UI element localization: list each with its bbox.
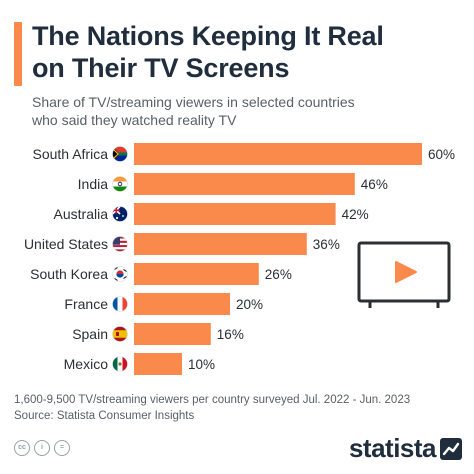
flag-icon <box>112 236 128 252</box>
bar-row: Australia 42% <box>54 203 369 225</box>
flag-icon <box>112 176 128 192</box>
chart-title: The Nations Keeping It Real on Their TV … <box>32 20 462 84</box>
bar-row: United States 36% <box>24 233 340 255</box>
value-label: 36% <box>313 237 340 252</box>
value-label: 16% <box>217 327 244 342</box>
value-label: 10% <box>188 357 215 372</box>
statista-logo-icon <box>440 437 462 460</box>
flag-icon <box>112 326 128 342</box>
flag-icon <box>112 356 128 372</box>
bar-row: South Korea 26% <box>30 263 292 285</box>
category-label: South Korea <box>30 266 108 282</box>
flag-icon <box>112 146 128 162</box>
brand-name: statista <box>348 433 437 463</box>
value-label: 26% <box>265 267 292 282</box>
equals-icon: = <box>54 440 70 456</box>
flag-icon <box>112 296 128 312</box>
by-icon: i <box>34 440 50 456</box>
category-label: Mexico <box>64 356 109 372</box>
category-label: Australia <box>54 206 109 222</box>
footnote: 1,600-9,500 TV/streaming viewers per cou… <box>14 392 464 424</box>
bar-row: India 46% <box>78 173 388 195</box>
bar-chart: South Africa 60%India 46%Australia 42%Unite… <box>24 143 455 375</box>
value-label: 42% <box>342 207 369 222</box>
category-label: India <box>78 176 109 192</box>
bar <box>134 173 355 195</box>
chart-title-line-1: The Nations Keeping It Real <box>32 21 384 51</box>
category-label: Spain <box>72 326 108 342</box>
bar <box>134 353 182 375</box>
bar-row: France 20% <box>64 293 263 315</box>
statista-logo[interactable]: statista <box>349 433 462 464</box>
bar <box>134 293 230 315</box>
bar <box>134 233 307 255</box>
bar-row: Spain 16% <box>72 323 244 345</box>
flag-icon <box>112 266 128 282</box>
value-label: 60% <box>428 147 455 162</box>
bar-row: Mexico 10% <box>64 353 215 375</box>
bar <box>134 143 422 165</box>
category-label: South Africa <box>33 146 109 162</box>
chart-subtitle-line-2: who said they watched reality TV <box>32 112 237 128</box>
survey-note: 1,600-9,500 TV/streaming viewers per cou… <box>14 394 411 406</box>
category-label: United States <box>24 236 108 252</box>
bar <box>134 203 336 225</box>
chart-title-line-2: on Their TV Screens <box>32 53 290 83</box>
chart-subtitle: Share of TV/streaming viewers in selecte… <box>32 93 462 129</box>
bar-row: South Africa 60% <box>33 143 455 165</box>
flag-icon <box>112 206 128 222</box>
bar <box>134 263 259 285</box>
bar <box>134 323 211 345</box>
chart-subtitle-line-1: Share of TV/streaming viewers in selecte… <box>32 94 355 110</box>
source-note: Source: Statista Consumer Insights <box>14 410 195 422</box>
license-icons[interactable]: cc i = <box>14 440 70 456</box>
cc-icon: cc <box>14 440 30 456</box>
tv-play-icon <box>357 241 451 308</box>
value-label: 46% <box>361 177 388 192</box>
title-accent-bar <box>14 22 22 86</box>
value-label: 20% <box>236 297 263 312</box>
category-label: France <box>64 296 108 312</box>
